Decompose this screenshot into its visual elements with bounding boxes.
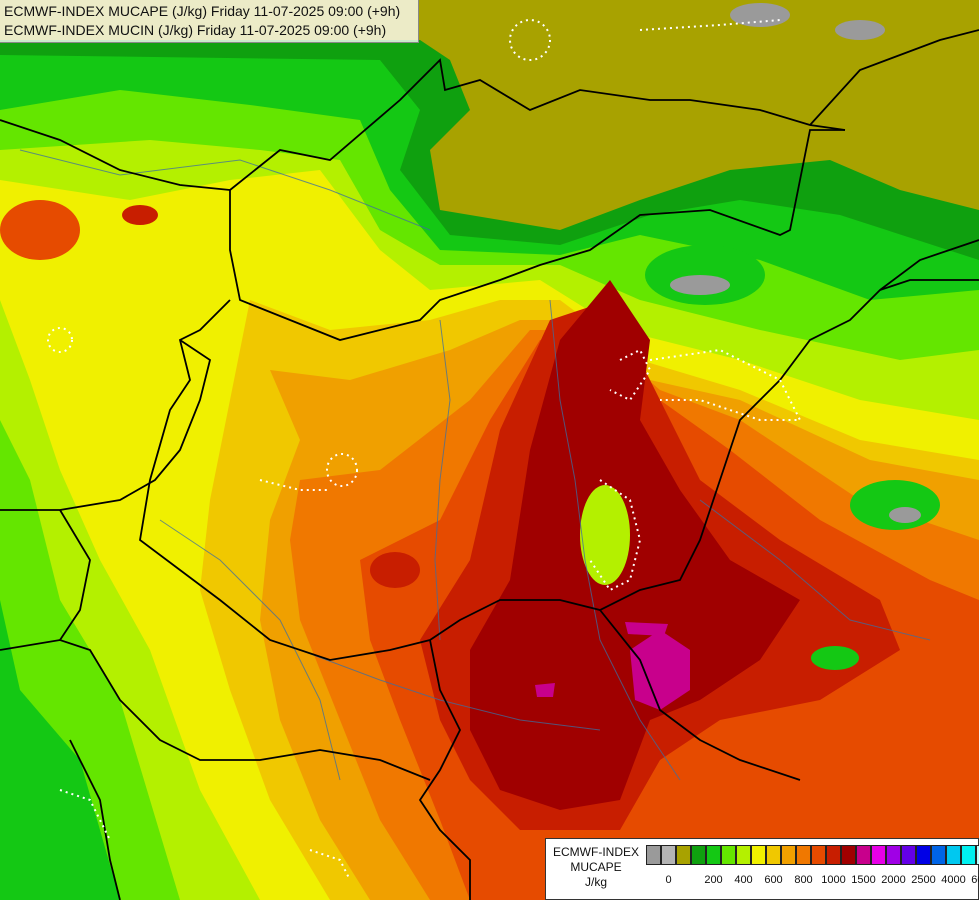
legend-swatch xyxy=(976,845,979,865)
title-mucin: ECMWF-INDEX MUCIN (J/kg) Friday 11-07-20… xyxy=(4,22,387,38)
gray-pocket-north-2 xyxy=(835,20,885,40)
legend-swatch xyxy=(766,845,781,865)
dark-red-area xyxy=(470,280,800,810)
orange-pocket-west xyxy=(0,200,80,260)
cape-field xyxy=(0,3,979,900)
green-pocket-south xyxy=(811,646,859,670)
legend-tick-label: 400 xyxy=(734,874,753,886)
legend-swatch xyxy=(676,845,691,865)
legend-swatch xyxy=(961,845,976,865)
legend-tick-label: 600 xyxy=(764,874,783,886)
legend-tick-label: 200 xyxy=(704,874,723,886)
legend-swatch xyxy=(841,845,856,865)
border-north-east xyxy=(809,29,979,126)
magenta-core-1 xyxy=(630,630,690,710)
legend-swatch xyxy=(901,845,916,865)
cin-contours xyxy=(47,19,802,881)
legend-swatch xyxy=(856,845,871,865)
border-west xyxy=(0,119,231,191)
legend-tick-label: 2500 xyxy=(911,874,936,886)
title-mucape: ECMWF-INDEX MUCAPE (J/kg) Friday 11-07-2… xyxy=(4,3,401,19)
legend-tick-label: 4000 xyxy=(941,874,966,886)
legend-tick-label: 1000 xyxy=(821,874,846,886)
legend-swatch xyxy=(646,845,661,865)
border-west-2 xyxy=(0,339,212,511)
border-north-2 xyxy=(229,129,845,341)
legend-variable: MUCAPE xyxy=(570,860,622,874)
border-south xyxy=(418,639,471,900)
rivers xyxy=(19,149,931,781)
magenta-core-2 xyxy=(535,683,555,697)
legend-swatch xyxy=(661,845,676,865)
country-borders xyxy=(0,29,979,900)
magenta-core-3 xyxy=(625,622,668,636)
border-center xyxy=(139,279,979,661)
map-title-box: ECMWF-INDEX MUCAPE (J/kg) Friday 11-07-2… xyxy=(0,0,419,43)
legend-swatch xyxy=(916,845,931,865)
legend-title: ECMWF-INDEX xyxy=(553,845,639,859)
legend-tick-label: 0 xyxy=(665,874,672,886)
border-sw-corner xyxy=(69,739,121,900)
yellowgreen-pocket-center xyxy=(580,485,630,585)
green-pocket-southeast xyxy=(850,480,940,530)
legend-swatch xyxy=(811,845,826,865)
legend-swatch xyxy=(691,845,706,865)
color-legend: ECMWF-INDEX MUCAPE J/kg 0 200 400 600 800 100… xyxy=(545,838,979,900)
legend-swatch xyxy=(781,845,796,865)
legend-swatch xyxy=(721,845,736,865)
legend-swatch xyxy=(946,845,961,865)
legend-swatch xyxy=(826,845,841,865)
legend-swatch xyxy=(751,845,766,865)
legend-tick-label: 2000 xyxy=(881,874,906,886)
legend-swatch xyxy=(706,845,721,865)
orange-pocket-northwest xyxy=(122,205,158,225)
legend-tick-label: 800 xyxy=(794,874,813,886)
legend-swatch xyxy=(736,845,751,865)
border-southeast xyxy=(599,609,801,781)
legend-tick-label: 6000 xyxy=(971,874,979,886)
legend-tick-label: 1500 xyxy=(851,874,876,886)
gray-pocket-north xyxy=(730,3,790,27)
legend-swatch xyxy=(871,845,886,865)
border-north xyxy=(229,58,846,191)
orange-pocket-center xyxy=(370,552,420,588)
gray-pocket-east xyxy=(670,275,730,295)
legend-unit: J/kg xyxy=(584,875,607,889)
legend-swatch xyxy=(796,845,811,865)
legend-swatch xyxy=(886,845,901,865)
green-pocket-east xyxy=(645,245,765,305)
border-far-west xyxy=(59,509,91,641)
gray-pocket-southeast xyxy=(889,507,921,523)
border-east-coast xyxy=(879,239,979,291)
border-southwest xyxy=(0,639,431,781)
legend-swatch xyxy=(931,845,946,865)
